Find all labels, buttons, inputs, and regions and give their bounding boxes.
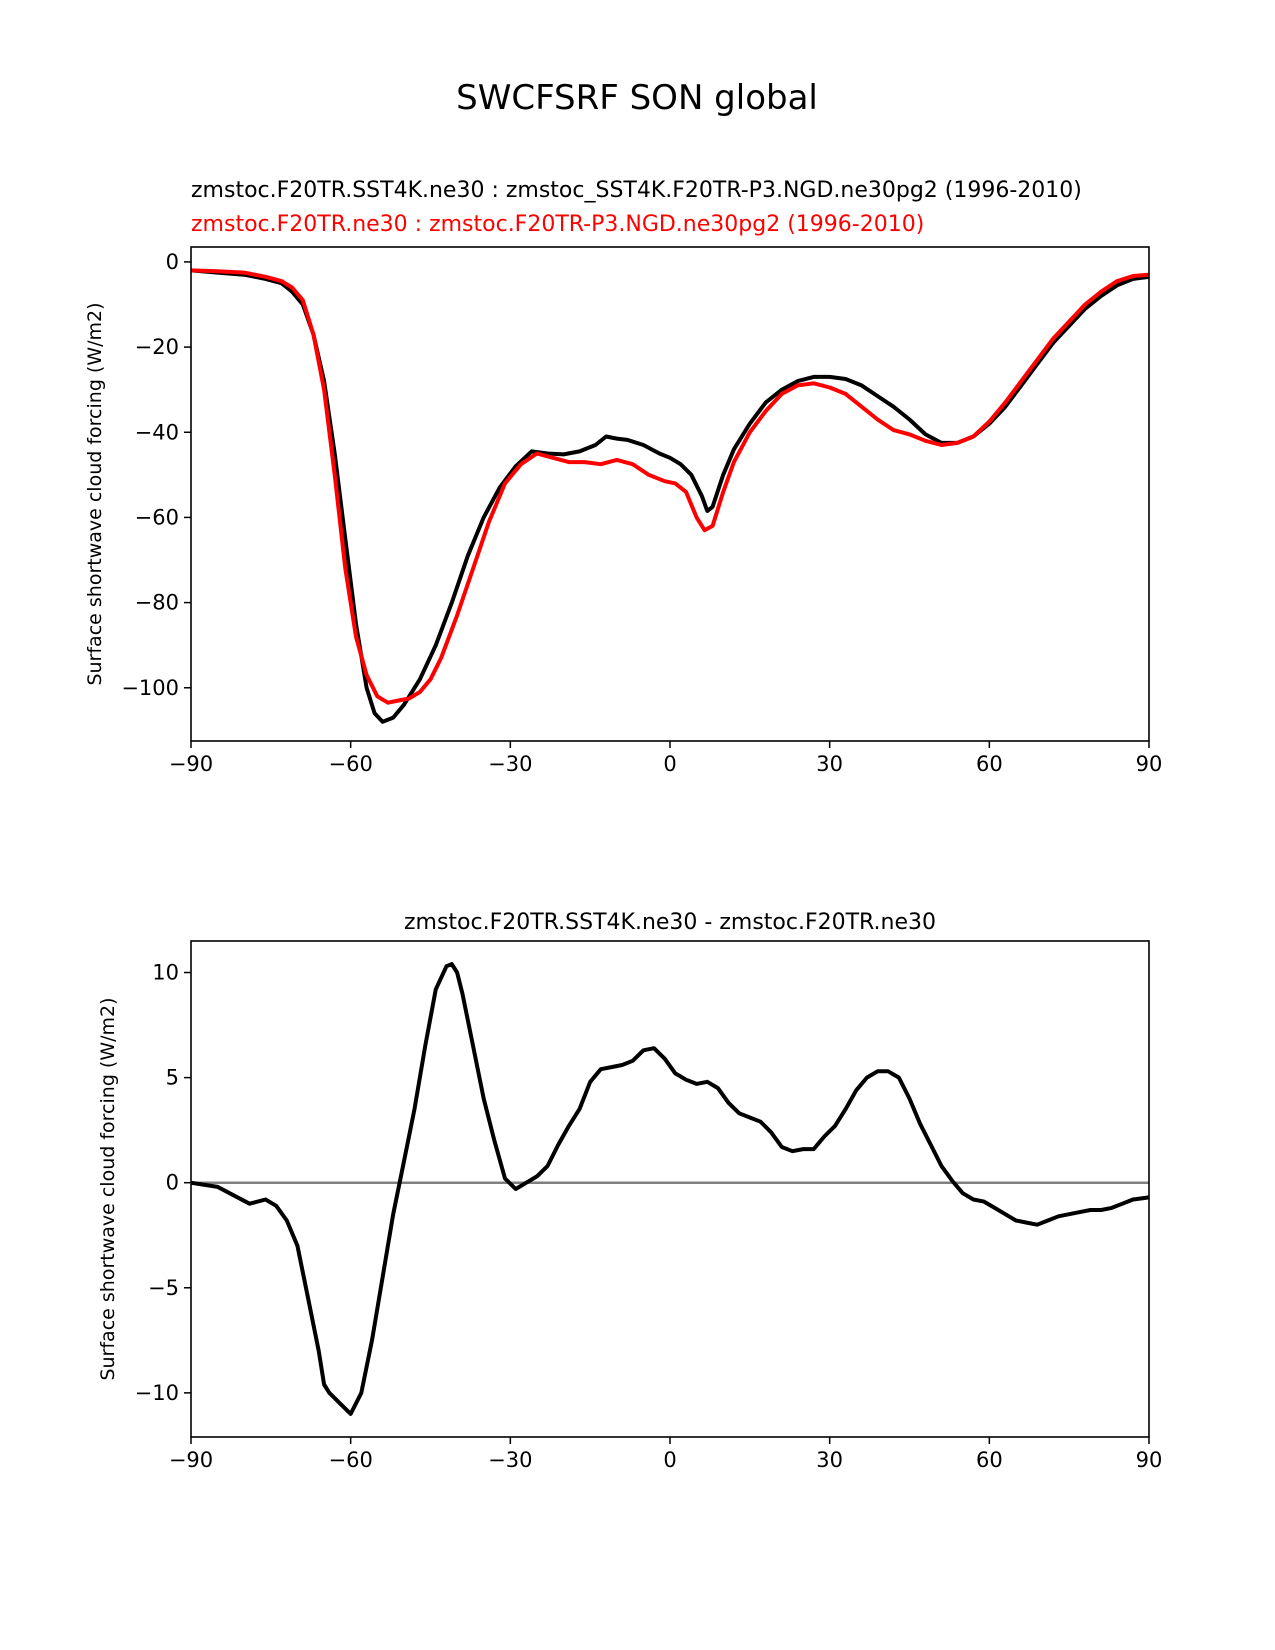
top-panel: zmstoc.F20TR.SST4K.ne30 : zmstoc_SST4K.F… — [84, 178, 1162, 776]
bottom-x-tick-label: −30 — [488, 1448, 532, 1472]
bottom-title-line-0: zmstoc.F20TR.SST4K.ne30 - zmstoc.F20TR.n… — [404, 910, 936, 935]
figure-title: SWCFSRF SON global — [456, 78, 818, 118]
top-series-line-1 — [191, 268, 1149, 705]
bottom-x-tick-label: 0 — [663, 1448, 676, 1472]
top-title-line-0: zmstoc.F20TR.SST4K.ne30 : zmstoc_SST4K.F… — [191, 178, 1082, 203]
top-x-tick-label: 60 — [976, 752, 1003, 776]
top-title-line-1: zmstoc.F20TR.ne30 : zmstoc.F20TR-P3.NGD.… — [191, 212, 924, 237]
bottom-x-tick-label: 60 — [976, 1448, 1003, 1472]
bottom-y-tick-label: −10 — [135, 1381, 179, 1405]
top-y-axis-label: Surface shortwave cloud forcing (W/m2) — [84, 302, 106, 685]
bottom-x-tick-label: −60 — [329, 1448, 373, 1472]
bottom-y-tick-label: −5 — [148, 1276, 179, 1300]
bottom-y-tick-label: 10 — [152, 961, 179, 985]
top-x-tick-label: −30 — [488, 752, 532, 776]
bottom-y-tick-label: 0 — [166, 1171, 179, 1195]
bottom-x-tick-label: 30 — [816, 1448, 843, 1472]
top-x-tick-label: −90 — [169, 752, 213, 776]
top-y-tick-label: 0 — [166, 250, 179, 274]
top-y-tick-label: −100 — [121, 676, 179, 700]
top-y-tick-label: −60 — [135, 505, 179, 529]
top-x-tick-label: 90 — [1136, 752, 1163, 776]
top-x-tick-label: 0 — [663, 752, 676, 776]
bottom-x-tick-label: −90 — [169, 1448, 213, 1472]
bottom-y-tick-label: 5 — [166, 1066, 179, 1090]
bottom-series-line-0 — [191, 962, 1149, 1416]
top-x-tick-label: −60 — [329, 752, 373, 776]
top-y-tick-label: −20 — [135, 335, 179, 359]
top-x-tick-label: 30 — [816, 752, 843, 776]
bottom-x-tick-label: 90 — [1136, 1448, 1163, 1472]
bottom-panel: zmstoc.F20TR.SST4K.ne30 - zmstoc.F20TR.n… — [97, 910, 1162, 1472]
top-y-tick-label: −80 — [135, 591, 179, 615]
top-y-tick-label: −40 — [135, 420, 179, 444]
bottom-y-axis-label: Surface shortwave cloud forcing (W/m2) — [97, 997, 119, 1380]
